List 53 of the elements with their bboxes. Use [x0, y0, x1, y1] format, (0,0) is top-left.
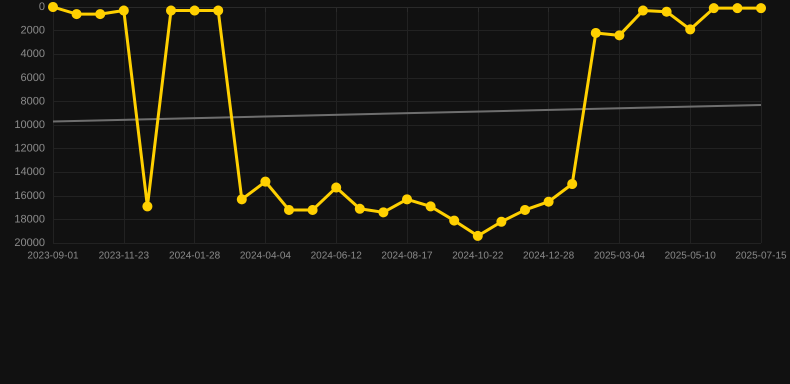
- point: [544, 196, 554, 207]
- point: [213, 6, 224, 16]
- point: [118, 6, 129, 16]
- point: [685, 24, 696, 34]
- point: [520, 204, 530, 215]
- point: [449, 216, 460, 226]
- x-tick-label: 2024-06-12: [310, 250, 362, 262]
- y-tick-label: 16000: [14, 190, 45, 202]
- y-tick-label: 0: [38, 1, 45, 13]
- point: [402, 194, 412, 204]
- point: [472, 230, 483, 241]
- point: [732, 3, 742, 14]
- y-tick-label: 2000: [20, 24, 45, 37]
- point: [354, 204, 365, 214]
- point: [567, 179, 578, 189]
- point: [166, 6, 176, 16]
- y-tick-label: 8000: [20, 95, 45, 108]
- point: [260, 176, 270, 187]
- point: [95, 9, 106, 20]
- point: [331, 182, 342, 193]
- y-tick-label: 12000: [14, 142, 45, 155]
- point: [662, 6, 672, 17]
- y-tick-label: 10000: [14, 119, 45, 131]
- point: [190, 6, 200, 16]
- x-tick-label: 2023-11-23: [98, 250, 150, 262]
- point: [284, 204, 294, 215]
- point: [590, 28, 601, 38]
- y-tick-label: 18000: [14, 213, 45, 226]
- point: [614, 30, 624, 40]
- point: [638, 6, 648, 16]
- x-tick-label: 2024-10-22: [452, 250, 504, 262]
- point: [308, 204, 318, 215]
- point: [378, 207, 388, 218]
- x-tick-label: 2024-01-28: [169, 250, 221, 262]
- x-tick-label: 2024-04-04: [240, 250, 292, 262]
- point: [142, 201, 152, 212]
- x-tick-label: 2025-07-15: [735, 250, 788, 262]
- y-tick-label: 14000: [14, 166, 45, 178]
- x-tick-label: 2025-05-10: [664, 250, 716, 262]
- x-tick-label: 2024-12-28: [523, 250, 575, 262]
- point: [236, 194, 247, 204]
- y-tick-label: 20000: [14, 237, 45, 249]
- x-tick-label: 2023-09-01: [27, 250, 80, 262]
- point: [426, 201, 436, 212]
- y-tick-label: 4000: [20, 48, 45, 60]
- x-tick-label: 2025-03-04: [594, 250, 646, 262]
- point: [756, 3, 766, 14]
- point: [72, 9, 82, 20]
- point: [48, 2, 58, 12]
- x-tick-label: 2024-08-17: [381, 250, 434, 262]
- y-tick-label: 6000: [20, 72, 45, 84]
- point: [708, 3, 719, 14]
- point: [496, 216, 506, 227]
